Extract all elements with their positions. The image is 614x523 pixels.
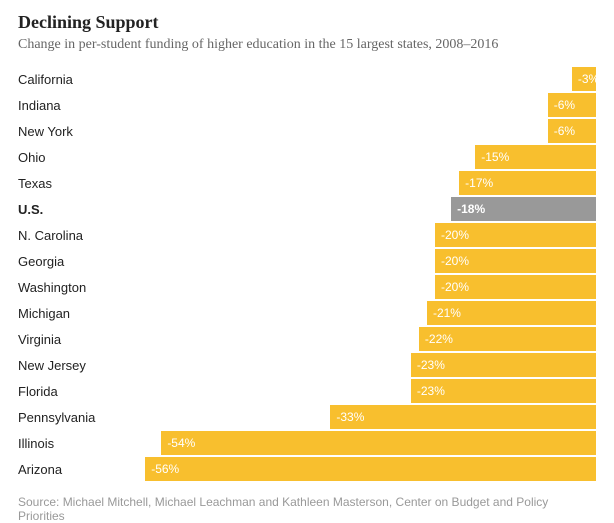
bar-track: -6% — [113, 93, 596, 117]
chart-source: Source: Michael Mitchell, Michael Leachm… — [18, 495, 596, 523]
table-row: New Jersey -23% — [18, 353, 596, 377]
bar: -6% — [548, 93, 596, 117]
bar-track: -56% — [113, 457, 596, 481]
bar: -15% — [475, 145, 596, 169]
row-label: Arizona — [18, 462, 113, 477]
bar-track: -20% — [113, 275, 596, 299]
bar: -17% — [459, 171, 596, 195]
bar-track: -21% — [113, 301, 596, 325]
bar: -6% — [548, 119, 596, 143]
row-label: California — [18, 72, 113, 87]
row-label: U.S. — [18, 202, 113, 217]
table-row: Illinois -54% — [18, 431, 596, 455]
bar: -20% — [435, 223, 596, 247]
bar-value: -3% — [572, 72, 599, 86]
bar: -21% — [427, 301, 596, 325]
chart-title: Declining Support — [18, 12, 596, 33]
bar-track: -18% — [113, 197, 596, 221]
row-label: Florida — [18, 384, 113, 399]
bar-chart: California -3% Indiana -6% New York -6% Ohio -1… — [18, 67, 596, 481]
row-label: Pennsylvania — [18, 410, 113, 425]
chart-subtitle: Change in per-student funding of higher … — [18, 37, 596, 53]
table-row: Ohio -15% — [18, 145, 596, 169]
bar-track: -54% — [113, 431, 596, 455]
row-label: Michigan — [18, 306, 113, 321]
row-label: Virginia — [18, 332, 113, 347]
row-label: Georgia — [18, 254, 113, 269]
bar: -23% — [411, 379, 596, 403]
bar-track: -15% — [113, 145, 596, 169]
table-row: Texas -17% — [18, 171, 596, 195]
bar-value: -21% — [427, 306, 461, 320]
table-row: New York -6% — [18, 119, 596, 143]
bar-value: -23% — [411, 358, 445, 372]
bar: -20% — [435, 275, 596, 299]
bar-track: -20% — [113, 223, 596, 247]
bar-value: -33% — [330, 410, 364, 424]
bar: -20% — [435, 249, 596, 273]
bar-value: -17% — [459, 176, 493, 190]
bar-value: -18% — [451, 202, 485, 216]
bar: -3% — [572, 67, 596, 91]
bar: -54% — [161, 431, 596, 455]
bar: -33% — [330, 405, 596, 429]
table-row: Indiana -6% — [18, 93, 596, 117]
table-row: Arizona -56% — [18, 457, 596, 481]
row-label: Indiana — [18, 98, 113, 113]
bar-value: -15% — [475, 150, 509, 164]
bar-value: -22% — [419, 332, 453, 346]
row-label: Illinois — [18, 436, 113, 451]
bar-track: -22% — [113, 327, 596, 351]
bar-value: -20% — [435, 228, 469, 242]
row-label: Washington — [18, 280, 113, 295]
bar-value: -23% — [411, 384, 445, 398]
table-row: Pennsylvania -33% — [18, 405, 596, 429]
row-label: Ohio — [18, 150, 113, 165]
bar-value: -54% — [161, 436, 195, 450]
table-row: Florida -23% — [18, 379, 596, 403]
bar-track: -17% — [113, 171, 596, 195]
bar-value: -6% — [548, 124, 575, 138]
bar-track: -33% — [113, 405, 596, 429]
bar: -56% — [145, 457, 596, 481]
table-row: Michigan -21% — [18, 301, 596, 325]
bar-track: -23% — [113, 379, 596, 403]
row-label: N. Carolina — [18, 228, 113, 243]
bar: -23% — [411, 353, 596, 377]
bar-value: -56% — [145, 462, 179, 476]
bar: -22% — [419, 327, 596, 351]
row-label: New Jersey — [18, 358, 113, 373]
table-row: Georgia -20% — [18, 249, 596, 273]
row-label: New York — [18, 124, 113, 139]
bar-value: -6% — [548, 98, 575, 112]
table-row: N. Carolina -20% — [18, 223, 596, 247]
bar-track: -3% — [113, 67, 596, 91]
table-row: California -3% — [18, 67, 596, 91]
bar-value: -20% — [435, 254, 469, 268]
bar-track: -20% — [113, 249, 596, 273]
bar-value: -20% — [435, 280, 469, 294]
table-row: Virginia -22% — [18, 327, 596, 351]
bar-track: -6% — [113, 119, 596, 143]
bar: -18% — [451, 197, 596, 221]
row-label: Texas — [18, 176, 113, 191]
table-row: U.S. -18% — [18, 197, 596, 221]
bar-track: -23% — [113, 353, 596, 377]
table-row: Washington -20% — [18, 275, 596, 299]
